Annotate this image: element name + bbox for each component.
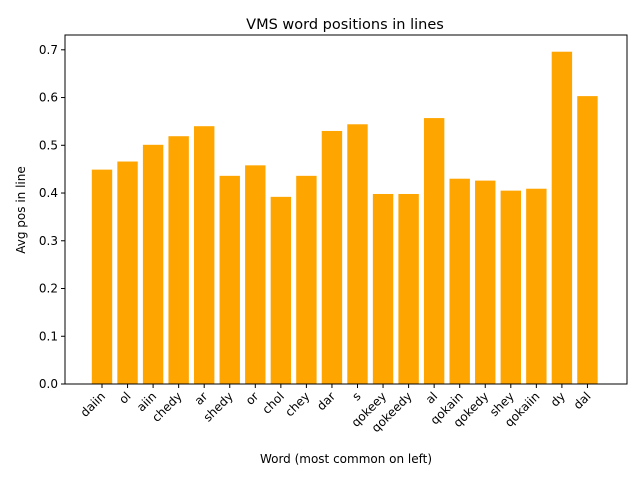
bar-qokeey <box>372 193 394 384</box>
y-tick-label: 0.7 <box>39 43 58 57</box>
bar-aiin <box>142 144 164 384</box>
x-tick-label: dy <box>548 389 568 409</box>
y-axis: 0.0 0.1 0.2 0.3 0.4 0.5 0.6 0.7 <box>39 43 65 391</box>
bar-al <box>423 118 445 384</box>
plot-frame <box>64 34 628 385</box>
x-tick-label: daiin <box>78 389 109 420</box>
bar-qokeedy <box>398 193 419 384</box>
x-tick-label: shedy <box>201 389 236 424</box>
x-tick-label: ar <box>192 389 211 408</box>
bar-dar <box>321 130 343 384</box>
bar-shedy <box>219 175 240 384</box>
bar-qokain <box>449 178 470 384</box>
bar-qokedy <box>475 180 496 384</box>
x-tick-label: chey <box>282 389 312 419</box>
x-tick-label: al <box>423 389 440 406</box>
y-tick-label: 0.1 <box>39 329 58 343</box>
x-tick-label: dar <box>314 389 338 413</box>
y-tick-label: 0.6 <box>39 91 58 105</box>
y-axis-label: Avg pos in line <box>14 166 28 253</box>
bar-dy <box>551 51 573 385</box>
y-tick-label: 0.2 <box>39 282 58 296</box>
bar-qokaiin <box>526 188 547 384</box>
x-tick-label: chol <box>259 389 286 416</box>
bar-ar <box>194 126 215 384</box>
x-tick-label: ol <box>116 389 133 406</box>
bar-shey <box>500 190 521 384</box>
x-tick-label: s <box>349 389 363 403</box>
x-axis-label: Word (most common on left) <box>260 452 432 466</box>
bar-or <box>245 165 266 384</box>
bar-ol <box>117 161 138 384</box>
bar-dal <box>577 96 598 385</box>
bars <box>91 51 598 385</box>
y-tick-label: 0.4 <box>39 186 58 200</box>
bar-daiin <box>91 169 113 384</box>
chart-title: VMS word positions in lines <box>246 17 444 33</box>
y-tick-label: 0.0 <box>39 377 58 391</box>
x-tick-label: dal <box>571 389 594 412</box>
x-tick-label: or <box>243 389 262 408</box>
bar-s <box>347 124 368 384</box>
y-tick-label: 0.3 <box>39 234 58 248</box>
bar-chedy <box>168 136 189 384</box>
bar-chey <box>296 175 317 384</box>
y-tick-label: 0.5 <box>39 138 58 152</box>
bar-chol <box>270 196 292 384</box>
